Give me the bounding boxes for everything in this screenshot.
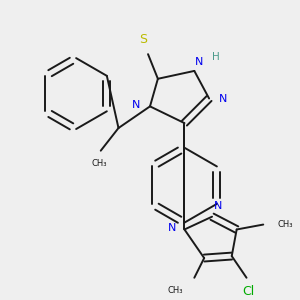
Text: N: N — [219, 94, 227, 104]
Text: N: N — [195, 57, 204, 67]
Text: CH₃: CH₃ — [277, 220, 292, 229]
Text: CH₃: CH₃ — [91, 159, 106, 168]
Text: H: H — [212, 52, 220, 62]
Text: N: N — [132, 100, 140, 110]
Text: N: N — [214, 201, 222, 211]
Text: N: N — [168, 223, 177, 232]
Text: S: S — [139, 33, 147, 46]
Text: CH₃: CH₃ — [167, 286, 182, 295]
Text: Cl: Cl — [242, 285, 255, 298]
